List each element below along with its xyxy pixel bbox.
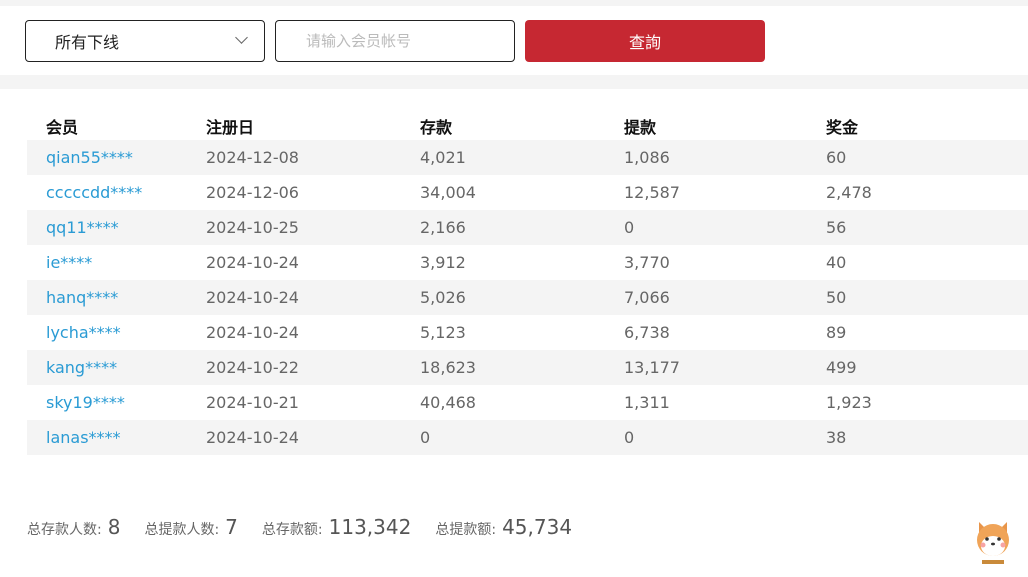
summary-value: 7: [225, 515, 238, 539]
summary-bar: 总存款人数: 8 总提款人数: 7 总存款额: 113,342 总提款额: 45,734: [27, 515, 596, 539]
table-cell: 2024-10-25: [206, 218, 299, 237]
table-row: ie**** 2024-10-24 3,912 3,770 40: [27, 245, 1028, 280]
summary-label: 总存款额:: [261, 522, 323, 538]
table-cell: 18,623: [420, 358, 476, 377]
summary-label: 总提款额:: [435, 522, 497, 538]
table-cell: 2024-10-24: [206, 323, 299, 342]
table-cell: 40: [826, 253, 847, 272]
table-cell: 2024-10-24: [206, 253, 299, 272]
summary-value: 113,342: [328, 515, 412, 539]
table-cell: 13,177: [624, 358, 680, 377]
table-cell: 2,166: [420, 218, 466, 237]
table-cell: 6,738: [624, 323, 670, 342]
table-cell: 34,004: [420, 183, 476, 202]
table-cell: 5,026: [420, 288, 466, 307]
table-row: lanas**** 2024-10-24 0 0 38: [27, 420, 1028, 455]
table-cell: 0: [624, 218, 635, 237]
table-row: qian55**** 2024-12-08 4,021 1,086 60: [27, 140, 1028, 175]
member-link[interactable]: hanq****: [46, 288, 119, 307]
member-account-input[interactable]: [275, 20, 515, 62]
member-link[interactable]: lanas****: [46, 428, 121, 447]
chevron-down-icon: [235, 31, 248, 44]
table-cell: 499: [826, 358, 857, 377]
table-cell: 5,123: [420, 323, 466, 342]
downline-select[interactable]: 所有下线: [25, 20, 265, 62]
shiba-mascot-icon[interactable]: [973, 518, 1013, 566]
table-cell: 2024-10-24: [206, 288, 299, 307]
summary-label: 总存款人数:: [27, 522, 102, 538]
member-link[interactable]: sky19****: [46, 393, 125, 412]
table-cell: 2024-12-08: [206, 148, 299, 167]
table-cell: 1,923: [826, 393, 872, 412]
table-cell: 56: [826, 218, 847, 237]
table-cell: 50: [826, 288, 847, 307]
table-cell: 2024-10-21: [206, 393, 299, 412]
top-band: [0, 0, 1028, 6]
summary-label: 总提款人数:: [144, 522, 220, 538]
column-header: 奖金: [826, 118, 859, 137]
table-row: cccccdd**** 2024-12-06 34,004 12,587 2,478: [27, 175, 1028, 210]
summary-value: 8: [107, 515, 121, 539]
member-link[interactable]: ie****: [46, 253, 93, 272]
table-row: kang**** 2024-10-22 18,623 13,177 499: [27, 350, 1028, 385]
table-cell: 2024-12-06: [206, 183, 299, 202]
members-table: 会员 注册日 存款 提款 奖金 qian55**** 2024-12-08 4,021 1,0…: [27, 110, 1028, 455]
member-link[interactable]: qian55****: [46, 148, 133, 167]
table-cell: 60: [826, 148, 847, 167]
column-header: 提款: [624, 118, 657, 137]
table-cell: 1,311: [624, 393, 670, 412]
table-row: sky19**** 2024-10-21 40,468 1,311 1,923: [27, 385, 1028, 420]
table-cell: 0: [420, 428, 431, 447]
table-cell: 3,912: [420, 253, 466, 272]
table-cell: 2024-10-22: [206, 358, 299, 377]
member-link[interactable]: lycha****: [46, 323, 121, 342]
query-button[interactable]: 查詢: [525, 20, 765, 62]
table-row: qq11**** 2024-10-25 2,166 0 56: [27, 210, 1028, 245]
table-cell: 40,468: [420, 393, 476, 412]
member-link[interactable]: qq11****: [46, 218, 119, 237]
member-link[interactable]: kang****: [46, 358, 118, 377]
table-cell: 2024-10-24: [206, 428, 299, 447]
downline-select-value: 所有下线: [55, 33, 120, 52]
divider-band: [0, 75, 1028, 89]
table-cell: 38: [826, 428, 847, 447]
table-row: hanq**** 2024-10-24 5,026 7,066 50: [27, 280, 1028, 315]
summary-value: 45,734: [502, 515, 573, 539]
column-header: 会员: [46, 118, 79, 137]
table-row: lycha**** 2024-10-24 5,123 6,738 89: [27, 315, 1028, 350]
column-header: 存款: [420, 118, 453, 137]
table-cell: 89: [826, 323, 847, 342]
column-header: 注册日: [206, 118, 255, 137]
table-cell: 2,478: [826, 183, 872, 202]
table-cell: 4,021: [420, 148, 466, 167]
table-cell: 12,587: [624, 183, 680, 202]
table-cell: 3,770: [624, 253, 670, 272]
member-link[interactable]: cccccdd****: [46, 183, 143, 202]
table-cell: 0: [624, 428, 635, 447]
table-cell: 1,086: [624, 148, 670, 167]
table-cell: 7,066: [624, 288, 670, 307]
